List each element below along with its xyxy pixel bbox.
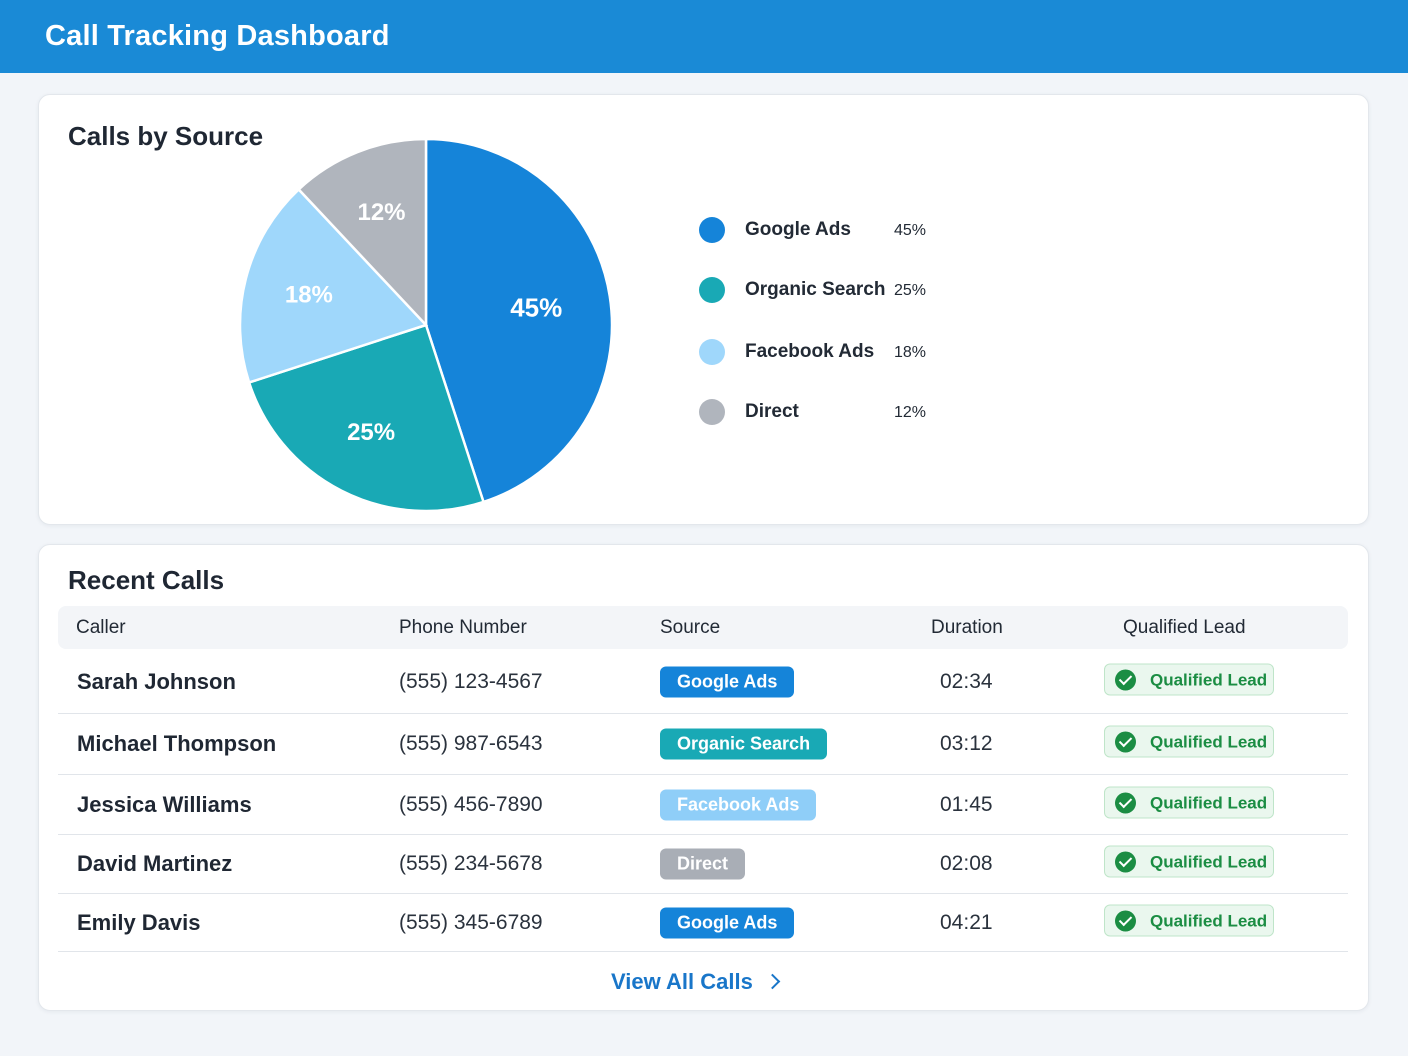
table-row[interactable]: David Martinez (555) 234-5678 Direct 02:… [58, 835, 1348, 894]
legend-label: Direct [745, 401, 799, 422]
page-title: Call Tracking Dashboard [45, 20, 390, 52]
legend-label: Organic Search [745, 279, 886, 300]
legend-label: Google Ads [745, 219, 851, 240]
call-duration: 01:45 [940, 792, 993, 816]
phone-number: (555) 234-5678 [399, 852, 543, 875]
legend-dot [699, 399, 725, 425]
pie-chart: 45% 25% 18% 12% [238, 137, 614, 513]
qualified-lead-badge: Qualified Lead [1104, 663, 1274, 701]
table-row[interactable]: Michael Thompson (555) 987-6543 Organic … [58, 714, 1348, 775]
column-header-duration[interactable]: Duration [931, 617, 1003, 638]
legend-value: 45% [894, 222, 927, 239]
check-circle-icon [1115, 792, 1136, 813]
legend-item-google-ads: Google Ads 45% [699, 215, 959, 245]
check-circle-icon [1115, 731, 1136, 753]
source-badge: Facebook Ads [660, 789, 817, 820]
column-header-source[interactable]: Source [660, 617, 721, 638]
phone-number: (555) 345-6789 [399, 910, 543, 934]
legend-item-direct: Direct 12% [699, 397, 959, 427]
legend-dot [699, 277, 725, 303]
chevron-right-icon [764, 973, 781, 990]
call-duration: 02:08 [940, 852, 993, 875]
qualified-lead-badge: Qualified Lead [1104, 786, 1274, 823]
source-badge: Google Ads [660, 907, 795, 938]
caller-name: Jessica Williams [77, 791, 252, 817]
pie-slice-facebook-ads[interactable] [238, 187, 429, 385]
qualified-lead-badge: Qualified Lead [1104, 845, 1274, 883]
pie-slice-google-ads[interactable] [424, 137, 614, 504]
chart-card-title: Calls by Source [68, 121, 264, 151]
column-header-phone[interactable]: Phone Number [399, 617, 527, 638]
legend-value: 25% [894, 282, 927, 299]
call-duration: 03:12 [940, 732, 993, 755]
legend-item-facebook-ads: Facebook Ads 18% [699, 337, 959, 367]
pie-slice-label: 25% [347, 419, 395, 446]
caller-name: David Martinez [77, 851, 233, 876]
legend-dot [699, 217, 725, 243]
pie-slice-label: 12% [357, 199, 405, 226]
check-circle-icon [1115, 910, 1136, 931]
qualified-lead-badge: Qualified Lead [1104, 904, 1274, 941]
calls-by-source-card: Calls by Source 45% 25% 18% 12% Google Ads … [38, 94, 1369, 525]
pie-slice-organic-search[interactable] [247, 323, 486, 513]
legend-value: 12% [894, 404, 927, 421]
caller-name: Emily Davis [77, 909, 201, 935]
table-header: Caller Phone Number Source Duration Qual… [58, 606, 1348, 649]
call-duration: 04:21 [940, 910, 993, 934]
table-card-title: Recent Calls [68, 565, 225, 595]
table-row[interactable]: Jessica Williams (555) 456-7890 Facebook… [58, 775, 1348, 835]
source-badge: Organic Search [660, 728, 828, 760]
pie-slice-direct[interactable] [296, 137, 428, 329]
phone-number: (555) 123-4567 [399, 670, 543, 693]
legend-item-organic-search: Organic Search 25% [699, 275, 959, 305]
legend-label: Facebook Ads [745, 341, 875, 362]
check-circle-icon [1115, 669, 1136, 691]
check-circle-icon [1115, 851, 1136, 873]
call-duration: 02:34 [940, 670, 993, 693]
phone-number: (555) 987-6543 [399, 732, 543, 755]
pie-slice-label: 18% [285, 281, 333, 308]
view-all-calls-label: View All Calls [611, 969, 753, 994]
column-header-qualified-lead[interactable]: Qualified Lead [1123, 617, 1246, 638]
source-badge: Direct [660, 848, 746, 880]
phone-number: (555) 456-7890 [399, 792, 543, 816]
table-row[interactable]: Emily Davis (555) 345-6789 Google Ads 04… [58, 894, 1348, 952]
legend-dot [699, 339, 725, 365]
caller-name: Sarah Johnson [77, 669, 236, 694]
recent-calls-card: Recent Calls Caller Phone Number Source … [38, 544, 1369, 1011]
caller-name: Michael Thompson [77, 731, 277, 756]
legend-value: 18% [894, 344, 927, 361]
pie-slice-label: 45% [510, 293, 562, 323]
qualified-lead-badge: Qualified Lead [1104, 725, 1274, 763]
column-header-caller[interactable]: Caller [76, 617, 126, 638]
app-header: Call Tracking Dashboard [0, 0, 1408, 73]
table-row[interactable]: Sarah Johnson (555) 123-4567 Google Ads … [58, 651, 1348, 714]
source-badge: Google Ads [660, 666, 795, 698]
